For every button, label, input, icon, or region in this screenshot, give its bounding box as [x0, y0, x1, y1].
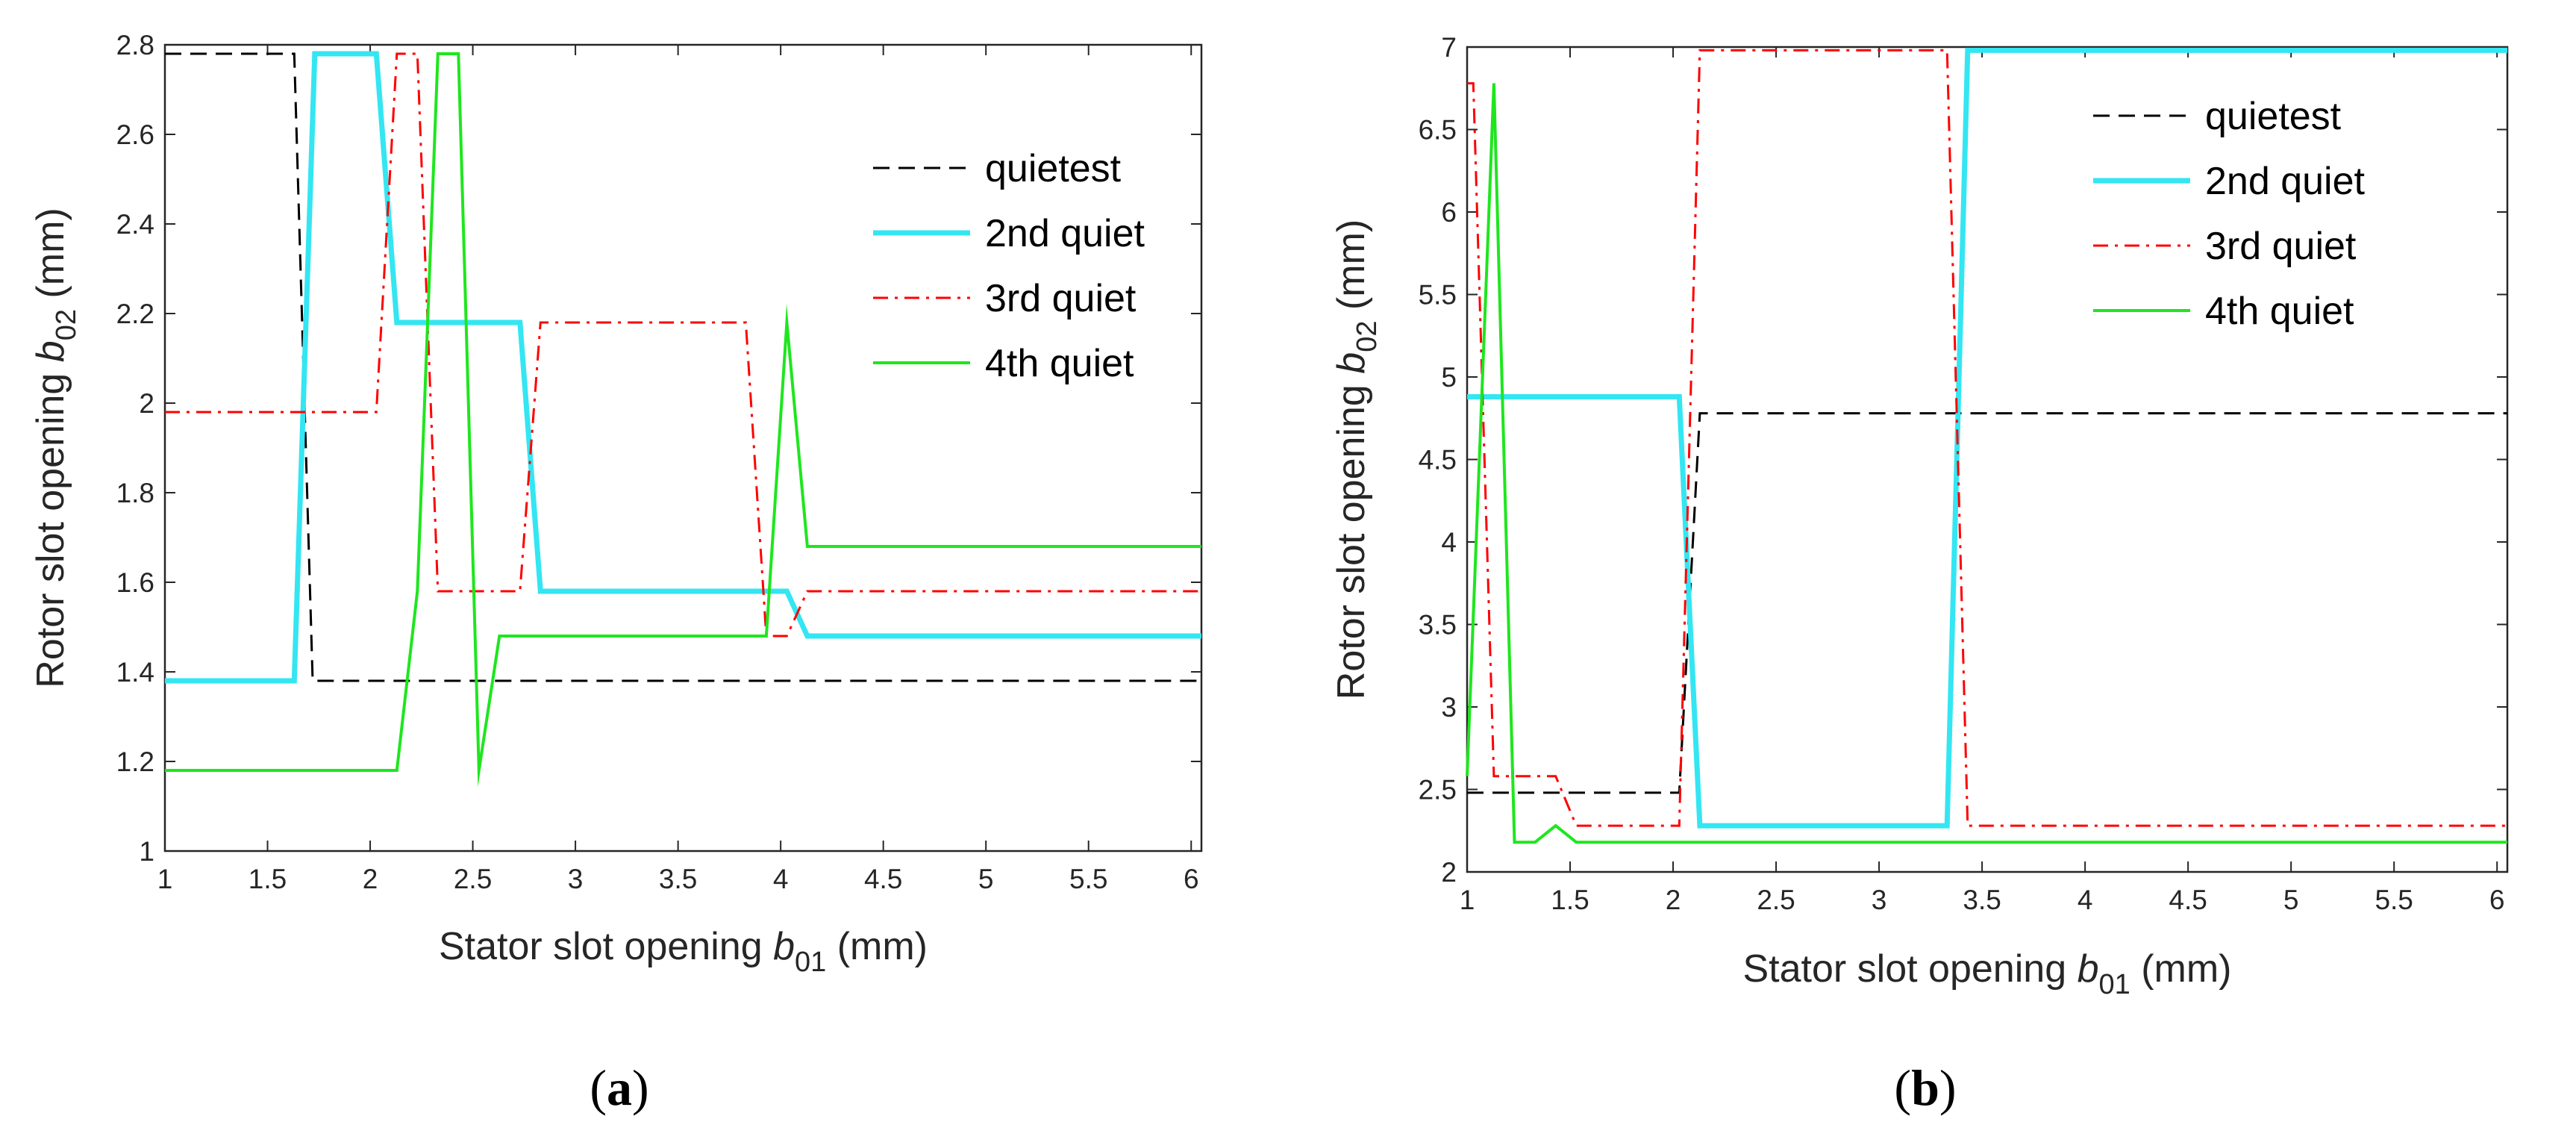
legend-label: 4th quiet — [985, 342, 1134, 385]
y-tick-label: 1.6 — [116, 567, 154, 598]
x-tick-label: 2.5 — [1757, 885, 1795, 915]
y-tick-label: 1.8 — [116, 478, 154, 508]
series-line-4th-quiet — [1466, 83, 2507, 844]
label-part: 02 — [1351, 321, 1383, 352]
series-line-quietest — [1467, 412, 2507, 794]
label-part: (mm) — [29, 208, 72, 309]
x-tick-label: 2 — [363, 864, 378, 894]
x-tick-label: 4.5 — [864, 864, 902, 894]
y-tick-label: 5.5 — [1419, 280, 1457, 311]
x-tick-label: 3 — [1872, 885, 1887, 915]
legend: quietest 2nd quiet 3rd quiet 4th quiet — [873, 147, 1145, 385]
x-axis-label: Stator slot opening b01 (mm) — [439, 925, 928, 978]
x-tick-label: 2.5 — [454, 864, 492, 894]
label-part: b — [2078, 947, 2099, 991]
label-part: Rotor slot opening — [29, 362, 72, 688]
label-part: Stator slot opening — [439, 925, 773, 968]
chart-a: 1 1.5 2 2.5 3 3.5 4 4.5 5 5.5 6 1 1.2 1.4 1.6 1.8 2 2.2 2.… — [29, 30, 1203, 1116]
x-tick-label: 1 — [157, 864, 173, 894]
label-part: ) — [632, 1059, 649, 1116]
y-tick-label: 4 — [1441, 527, 1457, 558]
x-tick-label: 4 — [773, 864, 789, 894]
label-part: b — [773, 925, 795, 968]
label-part: ( — [1894, 1059, 1911, 1116]
y-axis-label: Rotor slot opening b02 (mm) — [29, 208, 82, 688]
label-part: Rotor slot opening — [1330, 374, 1373, 700]
label-part: (mm) — [1330, 219, 1373, 321]
legend-label: 2nd quiet — [985, 212, 1145, 255]
label-part: b — [29, 340, 72, 362]
series-line-2nd-quiet — [1467, 47, 2507, 829]
panel-label: (a) — [590, 1059, 648, 1116]
x-tick-label: 5 — [2283, 885, 2299, 915]
y-tick-label: 6 — [1441, 197, 1457, 228]
x-tick-label: 6 — [1184, 864, 1199, 894]
x-axis-label: Stator slot opening b01 (mm) — [1743, 947, 2232, 1000]
y-tick-label: 2.2 — [116, 299, 154, 329]
y-tick-label: 2.8 — [116, 30, 154, 60]
x-tick-label: 2 — [1666, 885, 1681, 915]
y-tick-label: 3.5 — [1419, 610, 1457, 641]
x-tick-label: 1 — [1460, 885, 1475, 915]
x-tick-label: 3 — [568, 864, 584, 894]
y-tick-label: 1.4 — [116, 657, 154, 688]
label-part: (mm) — [2130, 947, 2232, 991]
series-line-4th-quiet — [165, 52, 1201, 788]
axes-box — [163, 43, 1203, 853]
y-tick-label: 2.6 — [116, 119, 154, 150]
y-axis-label: Rotor slot opening b02 (mm) — [1330, 219, 1383, 699]
x-tick-label: 5.5 — [1069, 864, 1107, 894]
label-part: 01 — [795, 947, 826, 978]
legend: quietest 2nd quiet 3rd quiet 4th quiet — [2093, 95, 2366, 333]
x-tick-label: 3.5 — [659, 864, 697, 894]
x-tick-label: 3.5 — [1963, 885, 2001, 915]
x-tick-label: 4 — [2078, 885, 2093, 915]
y-tick-label: 5 — [1441, 362, 1457, 393]
label-part: 02 — [51, 309, 82, 340]
panel-label: (b) — [1894, 1059, 1956, 1116]
legend-label: quietest — [985, 147, 1122, 190]
y-tick-label: 1 — [139, 836, 154, 867]
y-tick-label: 1.2 — [116, 747, 154, 777]
label-part: ) — [1939, 1059, 1957, 1116]
y-tick-label: 6.5 — [1419, 115, 1457, 146]
y-tick-label: 7 — [1441, 32, 1457, 63]
legend-label: 3rd quiet — [2205, 225, 2357, 268]
x-tick-label: 1.5 — [248, 864, 287, 894]
series-line-3rd-quiet — [165, 52, 1201, 638]
y-tick-label: 2 — [1441, 857, 1457, 888]
legend-label: quietest — [2205, 95, 2342, 138]
x-tick-label: 6 — [2489, 885, 2505, 915]
label-part: ( — [590, 1059, 607, 1116]
y-tick-label: 4.5 — [1419, 445, 1457, 476]
chart-b: 1 1.5 2 2.5 3 3.5 4 4.5 5 5.5 6 2 2.5 3 3.5 4 4.5 5 5.5 6 6.… — [1330, 32, 2509, 1116]
legend-label: 3rd quiet — [985, 277, 1137, 320]
label-part: b — [1911, 1059, 1939, 1116]
label-part: (mm) — [826, 925, 928, 968]
x-tick-label: 1.5 — [1551, 885, 1589, 915]
label-part: 01 — [2099, 969, 2130, 1000]
series-line-3rd-quiet — [1467, 49, 2507, 827]
label-part: Stator slot opening — [1743, 947, 2078, 991]
legend-label: 2nd quiet — [2205, 160, 2366, 203]
x-tick-label: 4.5 — [2169, 885, 2207, 915]
y-tick-label: 2 — [139, 388, 154, 419]
legend-label: 4th quiet — [2205, 290, 2354, 333]
y-tick-label: 2.4 — [116, 209, 154, 240]
y-tick-label: 3 — [1441, 692, 1457, 723]
label-part: a — [607, 1059, 632, 1116]
x-tick-label: 5 — [978, 864, 994, 894]
label-part: b — [1330, 352, 1373, 374]
y-tick-label: 2.5 — [1419, 775, 1457, 805]
x-tick-label: 5.5 — [2375, 885, 2413, 915]
